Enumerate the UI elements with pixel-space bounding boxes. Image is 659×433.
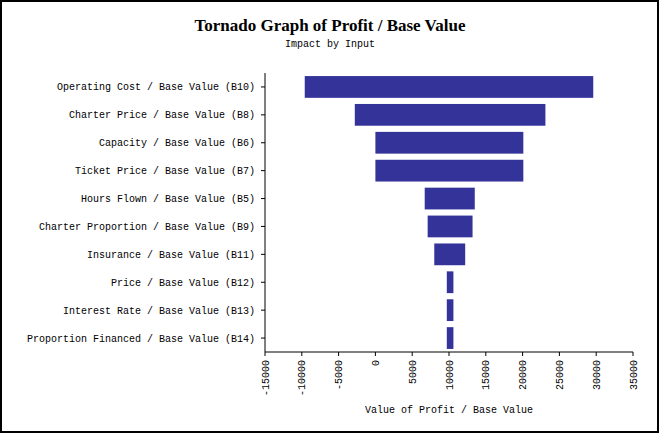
bar	[447, 327, 454, 349]
x-tick-label: 35000	[629, 360, 640, 390]
x-tick-label: 20000	[518, 360, 529, 390]
x-tick-label: 0	[371, 360, 382, 366]
category-label: Proportion Financed / Base Value (B14)	[27, 334, 255, 345]
x-tick	[596, 352, 597, 356]
bars	[305, 76, 594, 349]
category-tick	[261, 338, 265, 339]
category-label: Operating Cost / Base Value (B10)	[57, 82, 255, 93]
x-tick-label: -5000	[334, 360, 345, 390]
x-tick-label: 30000	[592, 360, 603, 390]
category-tick	[261, 114, 265, 115]
x-tick	[522, 352, 523, 356]
x-tick	[338, 352, 339, 356]
bar	[305, 76, 594, 98]
bar	[447, 271, 454, 293]
bar	[434, 243, 465, 265]
category-tick	[261, 170, 265, 171]
category-tick	[261, 310, 265, 311]
x-tick	[633, 352, 634, 356]
title: Tornado Graph of Profit / Base Value	[194, 16, 466, 35]
category-label: Insurance / Base Value (B11)	[87, 250, 255, 261]
x-axis-label: Value of Profit / Base Value	[365, 405, 533, 416]
bar	[355, 104, 546, 126]
x-tick	[301, 352, 302, 356]
x-tick	[265, 352, 266, 356]
category-label: Interest Rate / Base Value (B13)	[63, 306, 255, 317]
category-label: Hours Flown / Base Value (B5)	[81, 194, 255, 205]
category-tick	[261, 226, 265, 227]
bar	[375, 132, 523, 154]
category-tick	[261, 86, 265, 87]
x-tick	[412, 352, 413, 356]
category-tick	[261, 198, 265, 199]
x-tick-label: 25000	[555, 360, 566, 390]
x-tick	[559, 352, 560, 356]
bar	[447, 299, 454, 321]
category-label: Charter Price / Base Value (B8)	[69, 110, 255, 121]
category-tick	[261, 282, 265, 283]
x-tick	[375, 352, 376, 356]
chart: Tornado Graph of Profit / Base Value Impa…	[0, 0, 659, 433]
y-axis	[265, 73, 266, 352]
category-label: Charter Proportion / Base Value (B9)	[39, 222, 255, 233]
x-tick	[449, 352, 450, 356]
frame	[1, 1, 658, 432]
x-tick-label: 15000	[481, 360, 492, 390]
bar	[375, 160, 523, 182]
category-label: Price / Base Value (B12)	[111, 278, 255, 289]
chart-container: Tornado Graph of Profit / Base Value Impa…	[0, 0, 659, 433]
subtitle: Impact by Input	[285, 39, 375, 50]
bar	[425, 188, 475, 210]
category-tick	[261, 254, 265, 255]
bar	[428, 216, 473, 238]
x-tick-label: 5000	[408, 360, 419, 384]
x-tick	[485, 352, 486, 356]
category-label: Ticket Price / Base Value (B7)	[75, 166, 255, 177]
category-label: Capacity / Base Value (B6)	[99, 138, 255, 149]
x-tick-label: -15000	[261, 360, 272, 396]
category-tick	[261, 142, 265, 143]
x-tick-label: 10000	[445, 360, 456, 390]
x-tick-label: -10000	[297, 360, 308, 396]
